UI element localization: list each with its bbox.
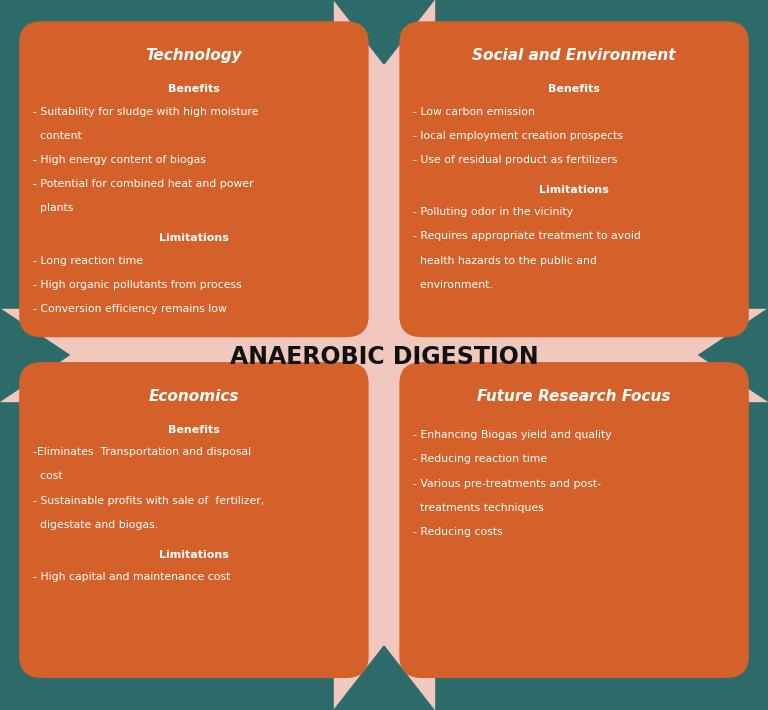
Text: treatments techniques: treatments techniques [413, 503, 544, 513]
FancyBboxPatch shape [19, 362, 369, 678]
Polygon shape [334, 646, 434, 710]
Text: Technology: Technology [146, 48, 242, 63]
Text: cost: cost [33, 471, 63, 481]
Text: -Eliminates  Transportation and disposal: -Eliminates Transportation and disposal [33, 447, 251, 457]
Polygon shape [0, 309, 768, 401]
Text: - Use of residual product as fertilizers: - Use of residual product as fertilizers [413, 155, 617, 165]
Text: - Various pre-treatments and post-: - Various pre-treatments and post- [413, 479, 601, 488]
FancyBboxPatch shape [399, 21, 749, 337]
Text: ANAEROBIC DIGESTION: ANAEROBIC DIGESTION [230, 345, 538, 369]
Text: environment.: environment. [413, 280, 493, 290]
Text: - Enhancing Biogas yield and quality: - Enhancing Biogas yield and quality [413, 430, 612, 440]
Text: - local employment creation prospects: - local employment creation prospects [413, 131, 623, 141]
FancyBboxPatch shape [19, 21, 369, 337]
Text: Benefits: Benefits [548, 84, 600, 94]
Text: digestate and biogas.: digestate and biogas. [33, 520, 158, 530]
Text: Benefits: Benefits [168, 84, 220, 94]
Text: plants: plants [33, 203, 74, 213]
Text: Limitations: Limitations [159, 550, 229, 559]
Text: Future Research Focus: Future Research Focus [478, 389, 670, 404]
Text: - Low carbon emission: - Low carbon emission [413, 106, 535, 116]
Text: Limitations: Limitations [159, 233, 229, 243]
Text: - Polluting odor in the vicinity: - Polluting odor in the vicinity [413, 207, 573, 217]
Text: - Requires appropriate treatment to avoid: - Requires appropriate treatment to avoi… [413, 231, 641, 241]
Text: content: content [33, 131, 81, 141]
Text: - Potential for combined heat and power: - Potential for combined heat and power [33, 179, 253, 189]
Text: - High capital and maintenance cost: - High capital and maintenance cost [33, 572, 230, 582]
Polygon shape [0, 309, 69, 401]
Text: Social and Environment: Social and Environment [472, 48, 676, 63]
Text: - Suitability for sludge with high moisture: - Suitability for sludge with high moist… [33, 106, 259, 116]
Text: - Sustainable profits with sale of  fertilizer,: - Sustainable profits with sale of ferti… [33, 496, 264, 506]
Text: Economics: Economics [149, 389, 239, 404]
Text: - Reducing costs: - Reducing costs [413, 527, 503, 537]
Polygon shape [699, 309, 768, 401]
Polygon shape [334, 0, 434, 710]
Text: - Reducing reaction time: - Reducing reaction time [413, 454, 548, 464]
Text: - High energy content of biogas: - High energy content of biogas [33, 155, 206, 165]
FancyBboxPatch shape [399, 362, 749, 678]
Text: - Conversion efficiency remains low: - Conversion efficiency remains low [33, 304, 227, 314]
Polygon shape [334, 0, 434, 64]
Text: - High organic pollutants from process: - High organic pollutants from process [33, 280, 242, 290]
Text: Limitations: Limitations [539, 185, 609, 195]
Text: Benefits: Benefits [168, 425, 220, 435]
Text: - Long reaction time: - Long reaction time [33, 256, 143, 266]
Text: health hazards to the public and: health hazards to the public and [413, 256, 597, 266]
